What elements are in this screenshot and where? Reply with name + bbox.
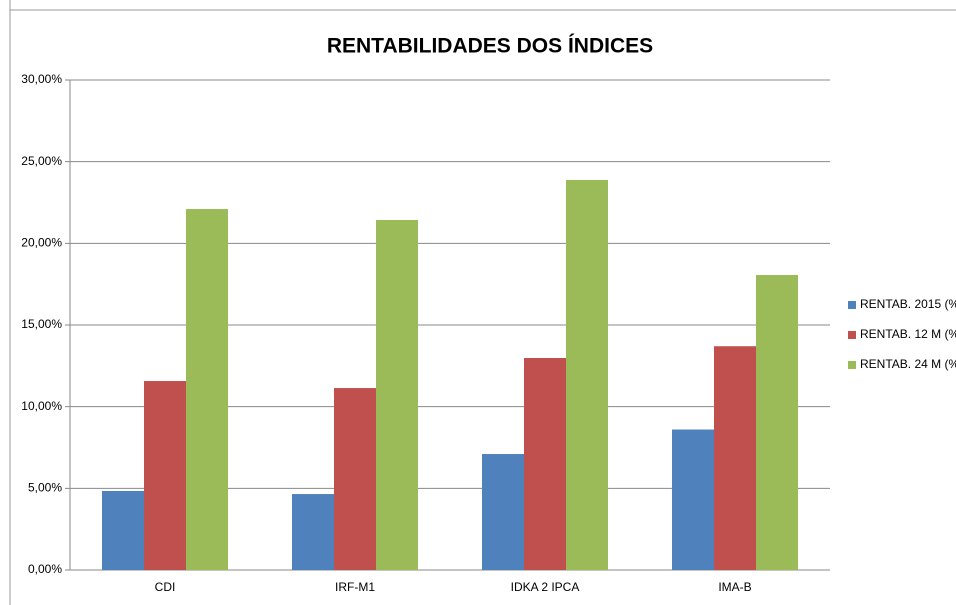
bar xyxy=(144,381,186,570)
legend-swatch xyxy=(848,361,856,369)
bar xyxy=(566,179,608,570)
x-tick-label: IRF-M1 xyxy=(335,580,375,594)
x-tick-label: IMA-B xyxy=(718,580,751,594)
y-tick-label: 20,00% xyxy=(21,236,62,250)
bar xyxy=(334,388,376,570)
y-tick-label: 5,00% xyxy=(28,481,62,495)
legend-label: RENTAB. 24 M (%) xyxy=(860,357,956,371)
bar xyxy=(102,490,144,570)
bar xyxy=(482,454,524,570)
y-tick-label: 0,00% xyxy=(28,562,62,576)
chart-title: RENTABILIDADES DOS ÍNDICES xyxy=(327,35,653,58)
y-tick-label: 10,00% xyxy=(21,399,62,413)
legend-swatch xyxy=(848,331,856,339)
y-tick-label: 15,00% xyxy=(21,317,62,331)
legend-label: RENTAB. 2015 (%) xyxy=(860,297,956,311)
x-tick-label: IDKA 2 IPCA xyxy=(511,580,580,594)
legend-label: RENTAB. 12 M (%) xyxy=(860,327,956,341)
legend-swatch xyxy=(848,301,856,309)
bar xyxy=(714,346,756,570)
bar xyxy=(186,209,228,571)
x-tick-label: CDI xyxy=(155,580,176,594)
bar xyxy=(292,494,334,570)
y-tick-label: 25,00% xyxy=(21,154,62,168)
bar xyxy=(672,429,714,570)
y-tick-label: 30,00% xyxy=(21,72,62,86)
bar xyxy=(756,275,798,570)
bar xyxy=(376,219,418,570)
bar xyxy=(524,357,566,570)
